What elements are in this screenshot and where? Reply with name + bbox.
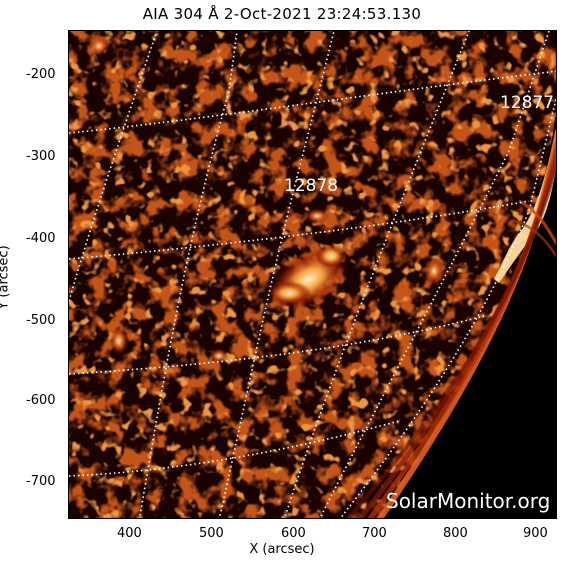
solar-image xyxy=(68,30,557,519)
solar-image-canvas xyxy=(69,31,556,518)
y-tick-label: -200 xyxy=(26,67,56,82)
y-tick-label: -500 xyxy=(26,313,56,328)
x-tick-label: 800 xyxy=(443,526,468,541)
active-region-bright-plage xyxy=(89,36,444,364)
x-tick-label: 500 xyxy=(199,526,224,541)
x-tick-label: 600 xyxy=(281,526,306,541)
y-tick-label: -700 xyxy=(26,474,56,489)
image-title: AIA 304 Å 2-Oct-2021 23:24:53.130 xyxy=(142,5,422,23)
y-axis-label: Y (arcsec) xyxy=(0,245,12,309)
watermark: SolarMonitor.org xyxy=(386,489,551,513)
y-tick-label: -400 xyxy=(26,231,56,246)
x-tick-label: 700 xyxy=(362,526,387,541)
region-label-12877: 12877 xyxy=(500,93,555,113)
region-label-12878: 12878 xyxy=(284,176,339,196)
heliographic-grid xyxy=(69,31,556,518)
y-tick-label: -300 xyxy=(26,149,56,164)
x-tick-label: 400 xyxy=(117,526,142,541)
x-axis-label: X (arcsec) xyxy=(249,542,315,557)
x-tick-label: 900 xyxy=(523,526,548,541)
y-tick-label: -600 xyxy=(26,393,56,408)
solar-limb xyxy=(346,128,556,518)
